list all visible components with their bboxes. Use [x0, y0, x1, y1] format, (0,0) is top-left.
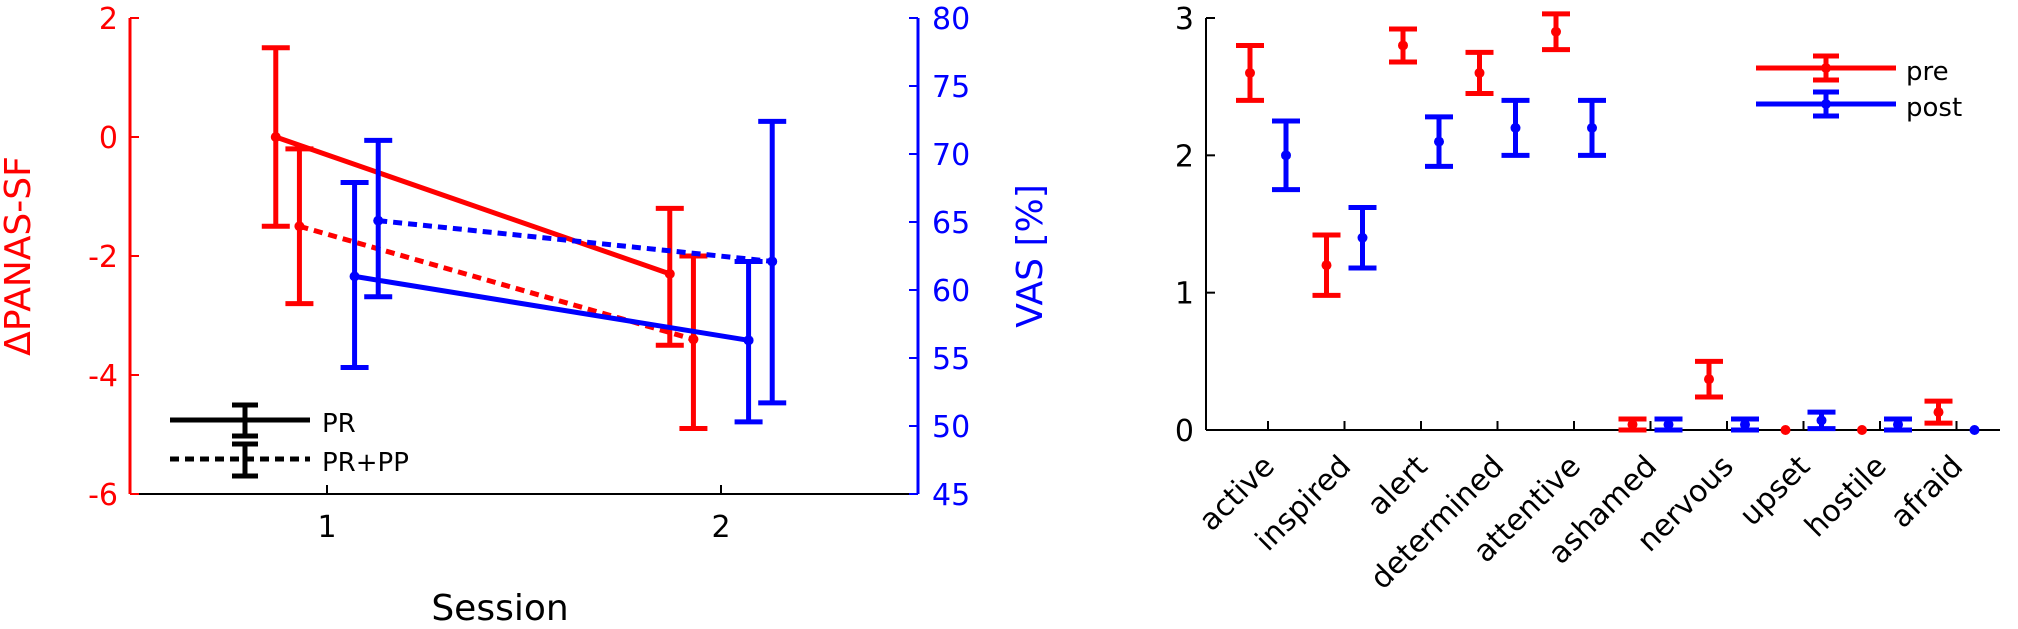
- legend-pr-symbol: [170, 402, 310, 439]
- rc-pre-point-2: [1398, 40, 1408, 51]
- legend-pre-marker: [1821, 63, 1831, 73]
- right-y-axis-label: VAS [%]: [1010, 184, 1051, 328]
- series-0-line: [274, 134, 671, 277]
- legend-prpp-label: PR+PP: [322, 448, 409, 478]
- right-ytick-label-6: 50: [932, 410, 970, 445]
- xtick-label-0: 1: [317, 510, 336, 545]
- rc-post-point-4: [1587, 122, 1597, 133]
- right-ytick-label-0: 80: [932, 2, 970, 37]
- left-ytick-label-4: -6: [88, 478, 118, 513]
- rc-ytick-label-3: 3: [1175, 2, 1194, 37]
- rc-pre-point-8: [1857, 425, 1867, 435]
- left-y-ticks: 2 0 -2 -4 -6: [88, 2, 139, 513]
- rc-pre-point-5: [1627, 419, 1638, 430]
- series-2-point-1: [743, 335, 754, 346]
- rc-ytick-label-0: 0: [1175, 414, 1194, 449]
- legend-prpp-symbol: [170, 441, 310, 479]
- rc-post-point-1: [1357, 232, 1368, 243]
- series-0-point-0: [270, 132, 281, 142]
- right-ytick-label-4: 60: [932, 274, 970, 309]
- legend-pr-label: PR: [322, 409, 356, 439]
- rc-post-point-8: [1893, 419, 1903, 430]
- legend-pre-label: pre: [1906, 57, 1949, 87]
- left-ytick-label-1: 0: [99, 121, 118, 156]
- left-y-axis-label: ΔPANAS-SF: [0, 156, 39, 356]
- right-y-ticks: 80 75 70 65 60 55 50 45: [909, 2, 970, 513]
- left-legend: PR PR+PP: [170, 402, 409, 479]
- series-3-point-0: [373, 215, 384, 226]
- right-legend: pre post: [1756, 53, 1962, 123]
- rc-ytick-label-1: 1: [1175, 277, 1194, 312]
- rc-xtick-label-9: afraid: [1884, 449, 1970, 535]
- rc-pre-point-7: [1780, 425, 1791, 435]
- rc-post-point-9: [1969, 425, 1980, 435]
- right-ytick-label-2: 70: [932, 138, 970, 173]
- series-2-line: [354, 273, 749, 343]
- rc-post-point-2: [1434, 136, 1444, 147]
- rc-pre-point-9: [1933, 407, 1944, 418]
- right-ytick-label-5: 55: [932, 342, 970, 377]
- rc-post-point-5: [1663, 419, 1674, 430]
- series-1-point-0: [294, 221, 305, 232]
- series-1-point-1: [688, 334, 699, 345]
- rc-pre-point-0: [1245, 67, 1255, 78]
- left-ytick-label-2: -2: [88, 240, 118, 275]
- rc-xtick-label-8: hostile: [1798, 449, 1893, 544]
- rc-pre-point-4: [1551, 26, 1561, 37]
- rc-ytick-label-2: 2: [1175, 139, 1194, 174]
- series-3-point-1: [767, 256, 778, 267]
- rc-pre-point-1: [1321, 260, 1332, 271]
- right-ytick-label-3: 65: [932, 206, 970, 241]
- series-2-point-0: [349, 271, 360, 282]
- rc-post-point-0: [1281, 150, 1291, 161]
- right-chart-y-ticks: 0 1 2 3: [1175, 2, 1215, 449]
- rc-post-point-3: [1510, 122, 1521, 133]
- xtick-label-1: 2: [711, 510, 730, 545]
- series-1-line: [298, 223, 695, 342]
- left-ytick-label-0: 2: [99, 2, 118, 37]
- rc-pre-point-6: [1704, 374, 1714, 385]
- x-axis-label: Session: [431, 588, 568, 629]
- series-0-point-1: [664, 268, 675, 279]
- right-chart-marks: [1236, 11, 1980, 435]
- rc-post-point-6: [1740, 419, 1750, 430]
- left-ytick-label-3: -4: [88, 359, 118, 394]
- rc-post-point-7: [1816, 415, 1827, 426]
- legend-post-label: post: [1906, 93, 1962, 123]
- legend-post-marker: [1821, 99, 1831, 109]
- right-ytick-label-1: 75: [932, 70, 970, 105]
- rc-pre-point-3: [1474, 67, 1485, 78]
- right-ytick-label-7: 45: [932, 478, 970, 513]
- left-chart-marks: [261, 45, 787, 432]
- series-3-line: [377, 218, 773, 264]
